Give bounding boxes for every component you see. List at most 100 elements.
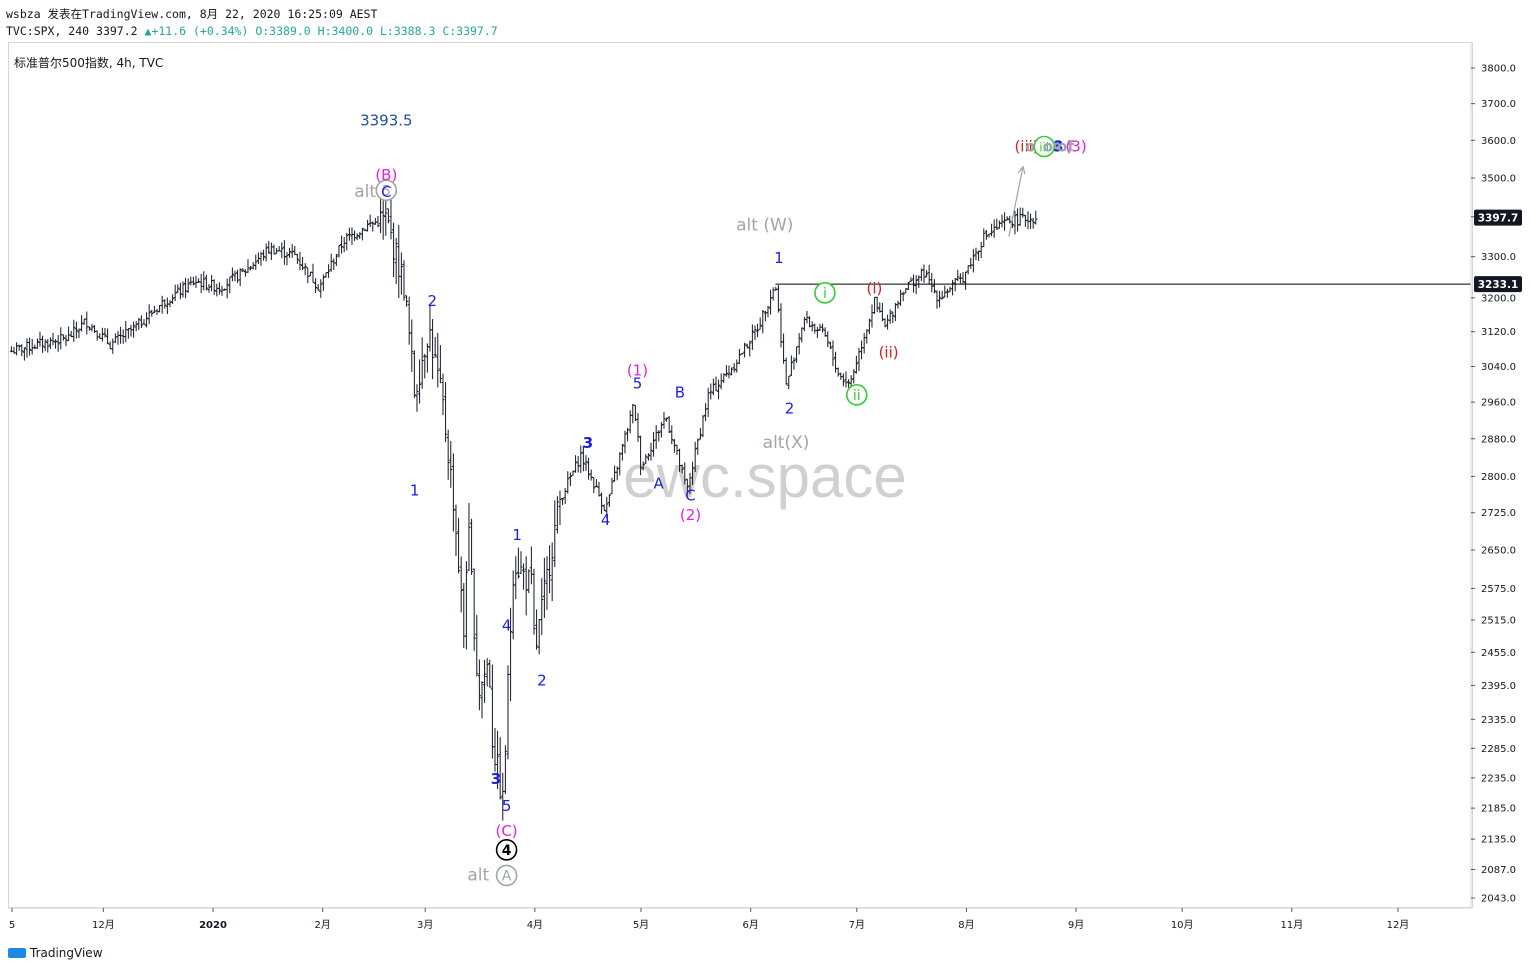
symbol-name: TVC:SPX, 240: [6, 24, 90, 38]
ohlc-bar: [891, 311, 895, 323]
ohlc-bar: [321, 274, 325, 291]
ohlc-bar: [844, 371, 848, 388]
wave-circle-icon: [495, 864, 518, 887]
svg-text:4: 4: [502, 843, 512, 859]
wave-circle-icon: [375, 179, 398, 202]
low-value: L:3388.3: [379, 24, 436, 38]
ohlc-bar: [638, 435, 643, 476]
wave-label: C: [685, 487, 695, 505]
wave-label: 1: [774, 249, 784, 267]
y-tick-label: 2515.0: [1481, 616, 1516, 627]
ohlc-bar: [558, 490, 562, 525]
ohlc-bar: [493, 727, 497, 772]
ohlc-bar: [1015, 208, 1020, 232]
svg-text:(C): (C): [495, 822, 517, 840]
ohlc-bar: [693, 441, 697, 473]
svg-text:(2): (2): [680, 506, 701, 524]
ohlc-header: TVC:SPX, 240 3397.2 ▲+11.6 (+0.34%) O:33…: [6, 24, 498, 38]
ohlc-bar: [948, 286, 952, 293]
svg-text:alt (W): alt (W): [736, 216, 793, 236]
ohlc-bar: [92, 325, 97, 334]
ohlc-bar: [246, 259, 250, 273]
ohlc-bar: [735, 359, 739, 373]
wave-circle-icon: [845, 384, 868, 406]
ohlc-bar: [927, 264, 931, 285]
wave-label: iii: [1033, 135, 1056, 158]
ohlc-bar: [540, 578, 544, 636]
ohlc-bar: [732, 363, 736, 373]
ohlc-bar: [701, 414, 705, 437]
y-tick-label: 2285.0: [1481, 744, 1516, 755]
ohlc-bar: [420, 337, 424, 389]
ohlc-bar: [235, 269, 240, 283]
ohlc-bar: [761, 310, 765, 334]
ohlc-bar: [79, 315, 84, 332]
ohlc-bar: [425, 343, 429, 373]
ohlc-bar: [202, 271, 206, 291]
ohlc-bar: [537, 619, 541, 655]
arrow-head-icon: [1017, 165, 1026, 175]
ohlc-bar: [961, 272, 965, 284]
ohlc-bar: [368, 214, 372, 228]
ohlc-bar: [865, 329, 869, 344]
y-tick-label: 3040.0: [1481, 362, 1516, 373]
ohlc-bar: [987, 233, 991, 238]
y-tick-label: 2650.0: [1481, 546, 1516, 557]
up-triangle-icon: ▲: [144, 24, 152, 38]
ohlc-bar: [391, 222, 396, 277]
wave-label: 3: [1053, 138, 1063, 156]
y-tick-label: 2880.0: [1481, 434, 1516, 445]
ohlc-bar: [1026, 211, 1030, 230]
wave-label: alt: [354, 182, 376, 202]
svg-text:of: of: [1043, 138, 1060, 156]
wave-label: 2: [428, 292, 438, 310]
ohlc-bar: [573, 455, 578, 473]
ohlc-bar: [311, 263, 315, 283]
wave-label: (ii): [879, 344, 899, 362]
ohlc-bar: [992, 219, 996, 238]
ohlc-bar: [950, 279, 955, 296]
ohlc-bar: [472, 568, 476, 651]
ohlc-bar: [272, 244, 276, 255]
ohlc-bar: [867, 318, 871, 335]
ohlc-bar: [176, 284, 180, 293]
ohlc-bar: [324, 272, 328, 278]
ohlc-bar: [363, 228, 367, 232]
ohlc-bar: [1018, 207, 1022, 226]
ohlc-bar: [160, 295, 164, 314]
ohlc-bar: [605, 496, 609, 519]
ohlc-bar: [464, 561, 468, 650]
ohlc-bar: [100, 327, 104, 342]
wave-label: (B): [375, 166, 397, 184]
ohlc-bar: [898, 289, 903, 306]
ohlc-bar: [623, 430, 627, 454]
ohlc-bar: [914, 275, 918, 295]
ohlc-bar: [716, 379, 721, 400]
ohlc-bar: [534, 609, 539, 650]
svg-text:2: 2: [537, 671, 547, 689]
ohlc-bar: [659, 421, 663, 438]
ohlc-bar: [555, 496, 559, 534]
ohlc-bar: [412, 350, 416, 399]
ohlc-bar: [56, 335, 60, 352]
projection-arrow[interactable]: [1008, 166, 1024, 237]
ohlc-bar: [690, 461, 695, 486]
ohlc-bar: [953, 278, 957, 292]
x-tick-label: 7月: [849, 919, 865, 931]
ohlc-bar: [152, 305, 156, 314]
ohlc-bar: [178, 282, 182, 300]
ohlc-bar: [592, 477, 596, 494]
wave-label: 1: [410, 482, 420, 500]
ohlc-bar: [269, 242, 273, 261]
ohlc-bar: [150, 309, 154, 317]
ohlc-bar: [995, 218, 999, 230]
ohlc-bar: [503, 745, 507, 795]
ohlc-bar: [290, 244, 294, 258]
ohlc-bar: [698, 427, 702, 440]
ohlc-bar: [599, 492, 604, 515]
tradingview-logo[interactable]: TradingView: [8, 946, 103, 960]
svg-text:4: 4: [601, 511, 611, 529]
y-tick-label: 2725.0: [1481, 508, 1516, 519]
ohlc-bar: [220, 285, 224, 296]
